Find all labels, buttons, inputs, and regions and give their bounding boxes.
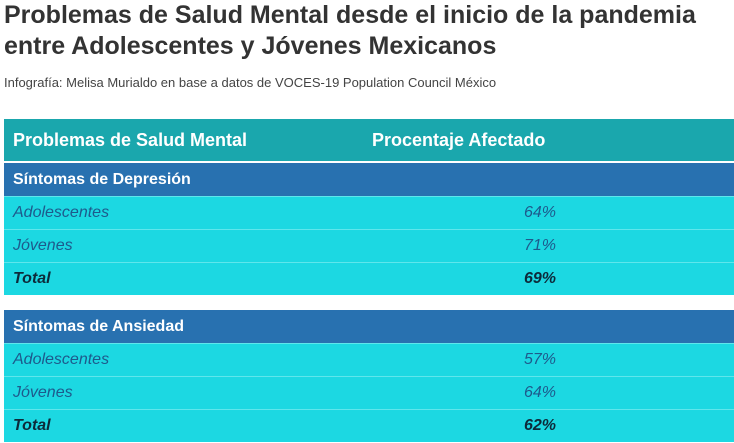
column-header-percentage: Procentaje Afectado [372, 129, 546, 150]
row-label: Jóvenes [13, 384, 73, 401]
table-row: Adolescentes 64% [4, 196, 734, 229]
table-row-total: Total 62% [4, 409, 734, 442]
row-value: 57% [523, 351, 556, 368]
chart-title: Problemas de Salud Mental desde el inici… [4, 1, 696, 60]
row-value: 64% [523, 204, 556, 221]
row-label: Jóvenes [13, 237, 73, 254]
table-row-total: Total 69% [4, 262, 734, 295]
table-row: Adolescentes 57% [4, 343, 734, 376]
table-row: Jóvenes 64% [4, 376, 734, 409]
row-value: 64% [523, 384, 556, 401]
row-value: 69% [523, 270, 556, 287]
row-label: Total [13, 270, 51, 287]
table-row: Jóvenes 71% [4, 229, 734, 262]
row-value: 71% [523, 237, 556, 254]
row-label: Adolescentes [13, 204, 110, 221]
section-header-depresion: Síntomas de Depresión [4, 163, 734, 196]
section-header-ansiedad: Síntomas de Ansiedad [4, 310, 734, 343]
chart-subtitle: Infografía: Melisa Murialdo en base a da… [4, 75, 497, 90]
row-label: Total [13, 417, 51, 434]
row-label: Adolescentes [13, 351, 110, 368]
column-header-problem: Problemas de Salud Mental [13, 129, 248, 150]
row-value: 62% [523, 417, 556, 434]
section-label: Síntomas de Depresión [13, 170, 191, 188]
section-label: Síntomas de Ansiedad [13, 317, 184, 335]
table-header: Problemas de Salud Mental Procentaje Afe… [4, 119, 734, 161]
